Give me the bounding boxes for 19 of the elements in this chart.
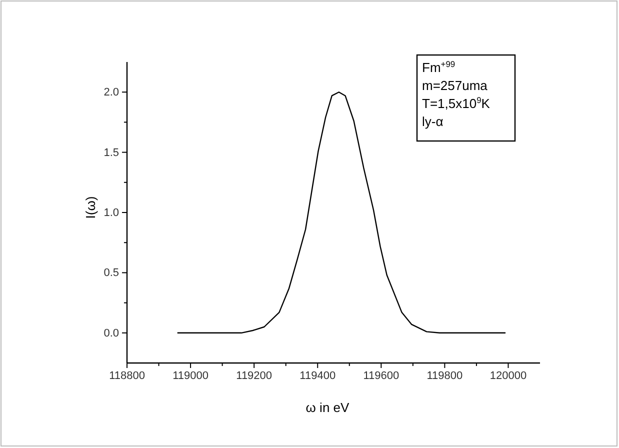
annotation: Fm$^{+99}$ bbox=[422, 59, 456, 75]
annotation: ly-α bbox=[422, 114, 444, 129]
annotation: T=1,5x10$^{9}$K bbox=[422, 95, 490, 111]
x-tick-label: 119400 bbox=[300, 370, 336, 382]
y-tick-label: 1.0 bbox=[104, 207, 119, 220]
y-tick-label: 0.0 bbox=[104, 327, 119, 340]
x-axis-title: ω in eV bbox=[306, 400, 350, 415]
line-series bbox=[177, 92, 506, 334]
x-tick-label: 119600 bbox=[363, 370, 400, 382]
x-tick-label: 120000 bbox=[490, 370, 527, 382]
annotation: m=257uma bbox=[422, 78, 488, 93]
x-tick-label: 119200 bbox=[236, 370, 272, 382]
y-tick-label: 2.0 bbox=[104, 86, 119, 99]
y-tick-label: 1.5 bbox=[104, 146, 119, 159]
y-tick-label: 0.5 bbox=[104, 267, 119, 280]
y-axis-title: I(ω) bbox=[83, 196, 98, 219]
x-tick-label: 118800 bbox=[109, 370, 145, 382]
x-tick-label: 119000 bbox=[172, 370, 208, 382]
x-tick-label: 119800 bbox=[426, 370, 463, 382]
